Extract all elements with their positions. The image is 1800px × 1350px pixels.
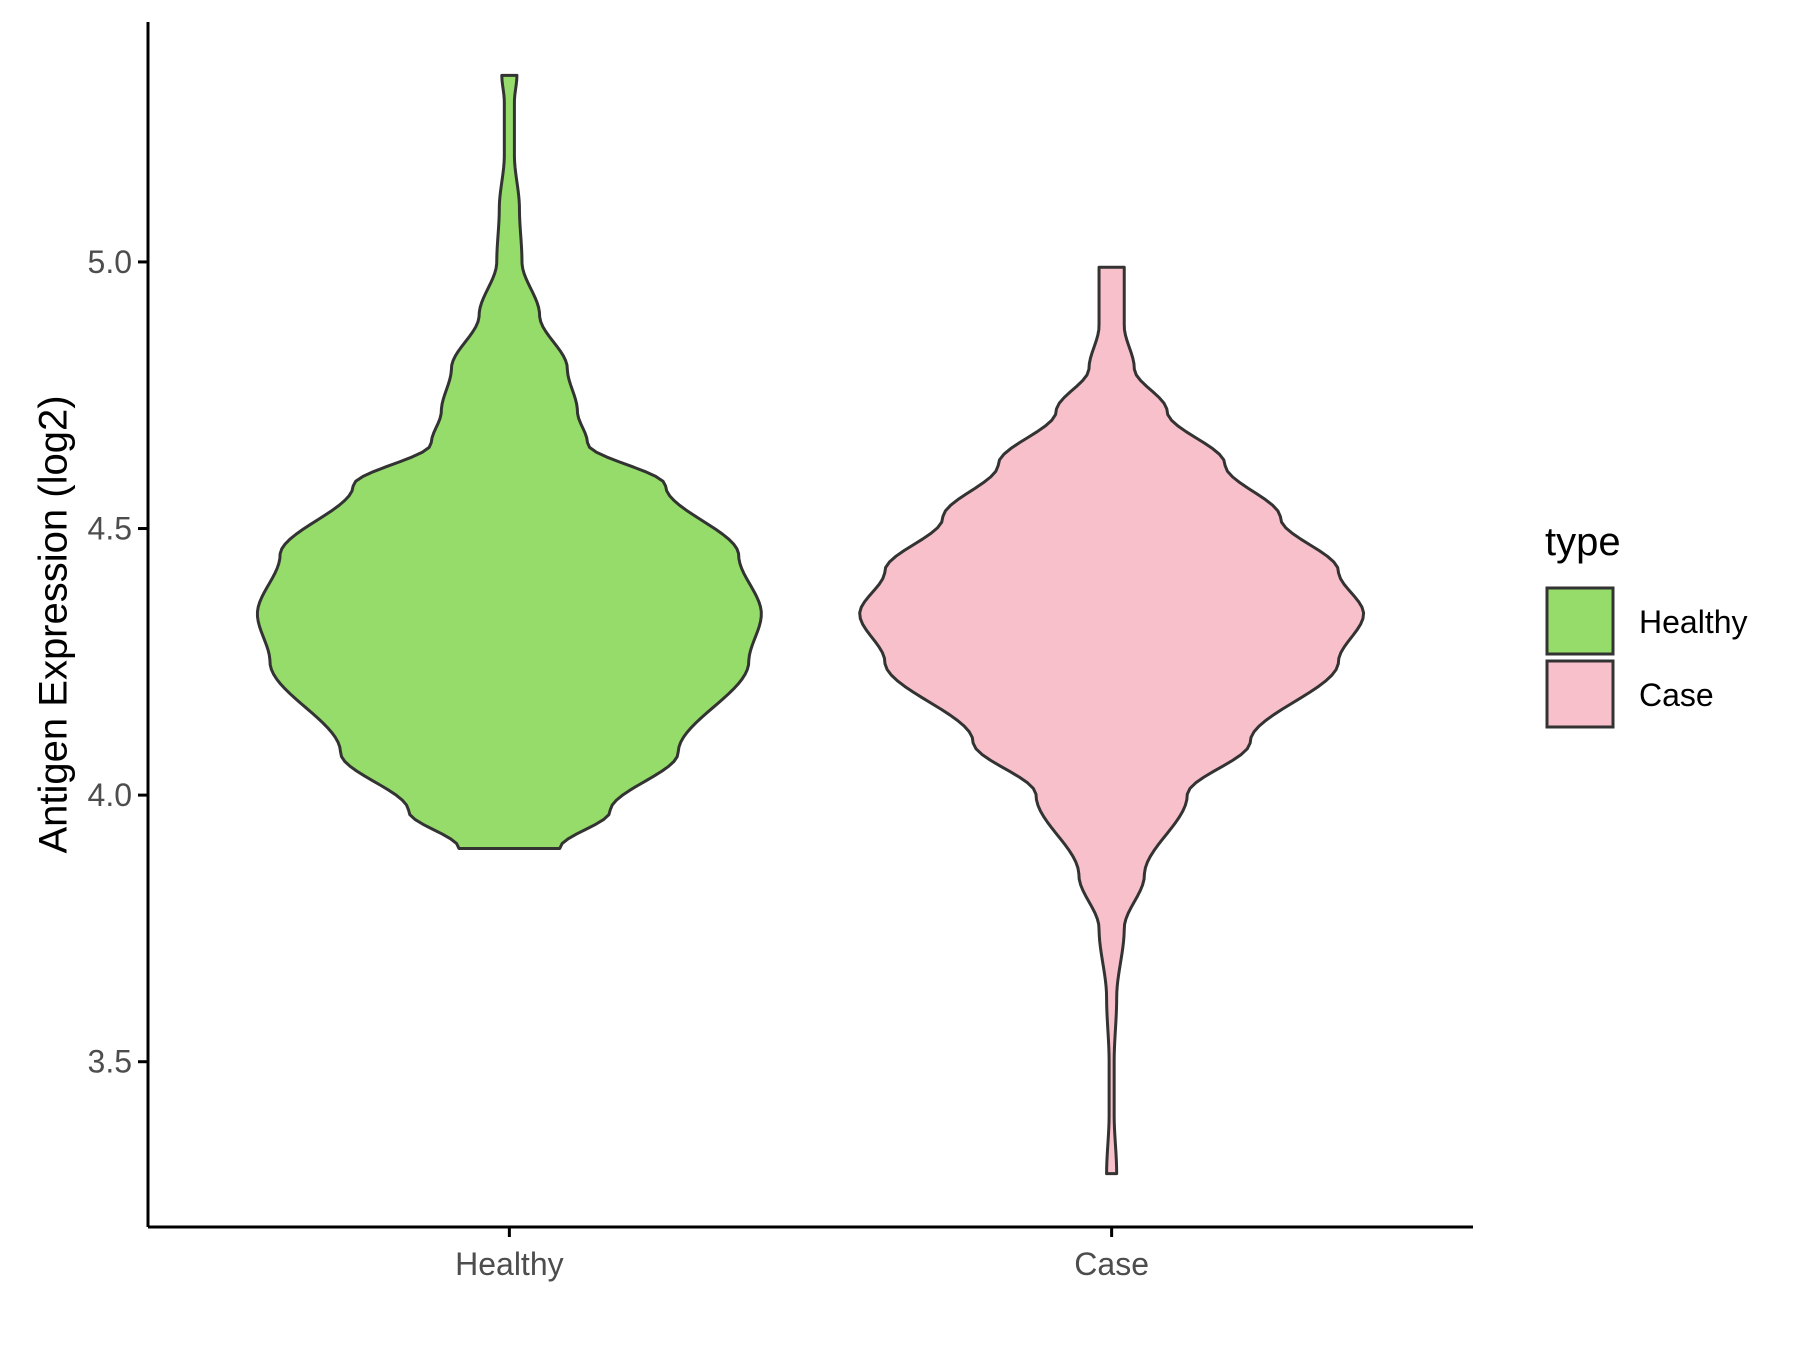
x-tick-label: Healthy — [455, 1246, 564, 1282]
legend: type Healthy Case — [1545, 520, 1748, 729]
violin-layer — [255, 73, 1366, 1176]
legend-label-case: Case — [1639, 677, 1714, 713]
y-tick-label: 4.5 — [88, 511, 132, 547]
x-tick-label: Case — [1074, 1246, 1149, 1282]
legend-label-healthy: Healthy — [1639, 604, 1748, 640]
violin-case — [858, 265, 1366, 1176]
y-axis-title: Antigen Expression (log2) — [32, 395, 76, 853]
y-tick-label: 4.0 — [88, 777, 132, 813]
legend-key-healthy — [1545, 586, 1615, 656]
violin-healthy — [255, 73, 763, 850]
legend-key-case — [1545, 659, 1615, 729]
x-ticks: Healthy Case — [455, 1227, 1149, 1282]
y-tick-label: 5.0 — [88, 244, 132, 280]
y-ticks: 3.5 4.0 4.5 5.0 — [88, 244, 148, 1080]
legend-title: type — [1545, 520, 1621, 564]
axes-layer — [146, 22, 1473, 1229]
y-tick-label: 3.5 — [88, 1044, 132, 1080]
